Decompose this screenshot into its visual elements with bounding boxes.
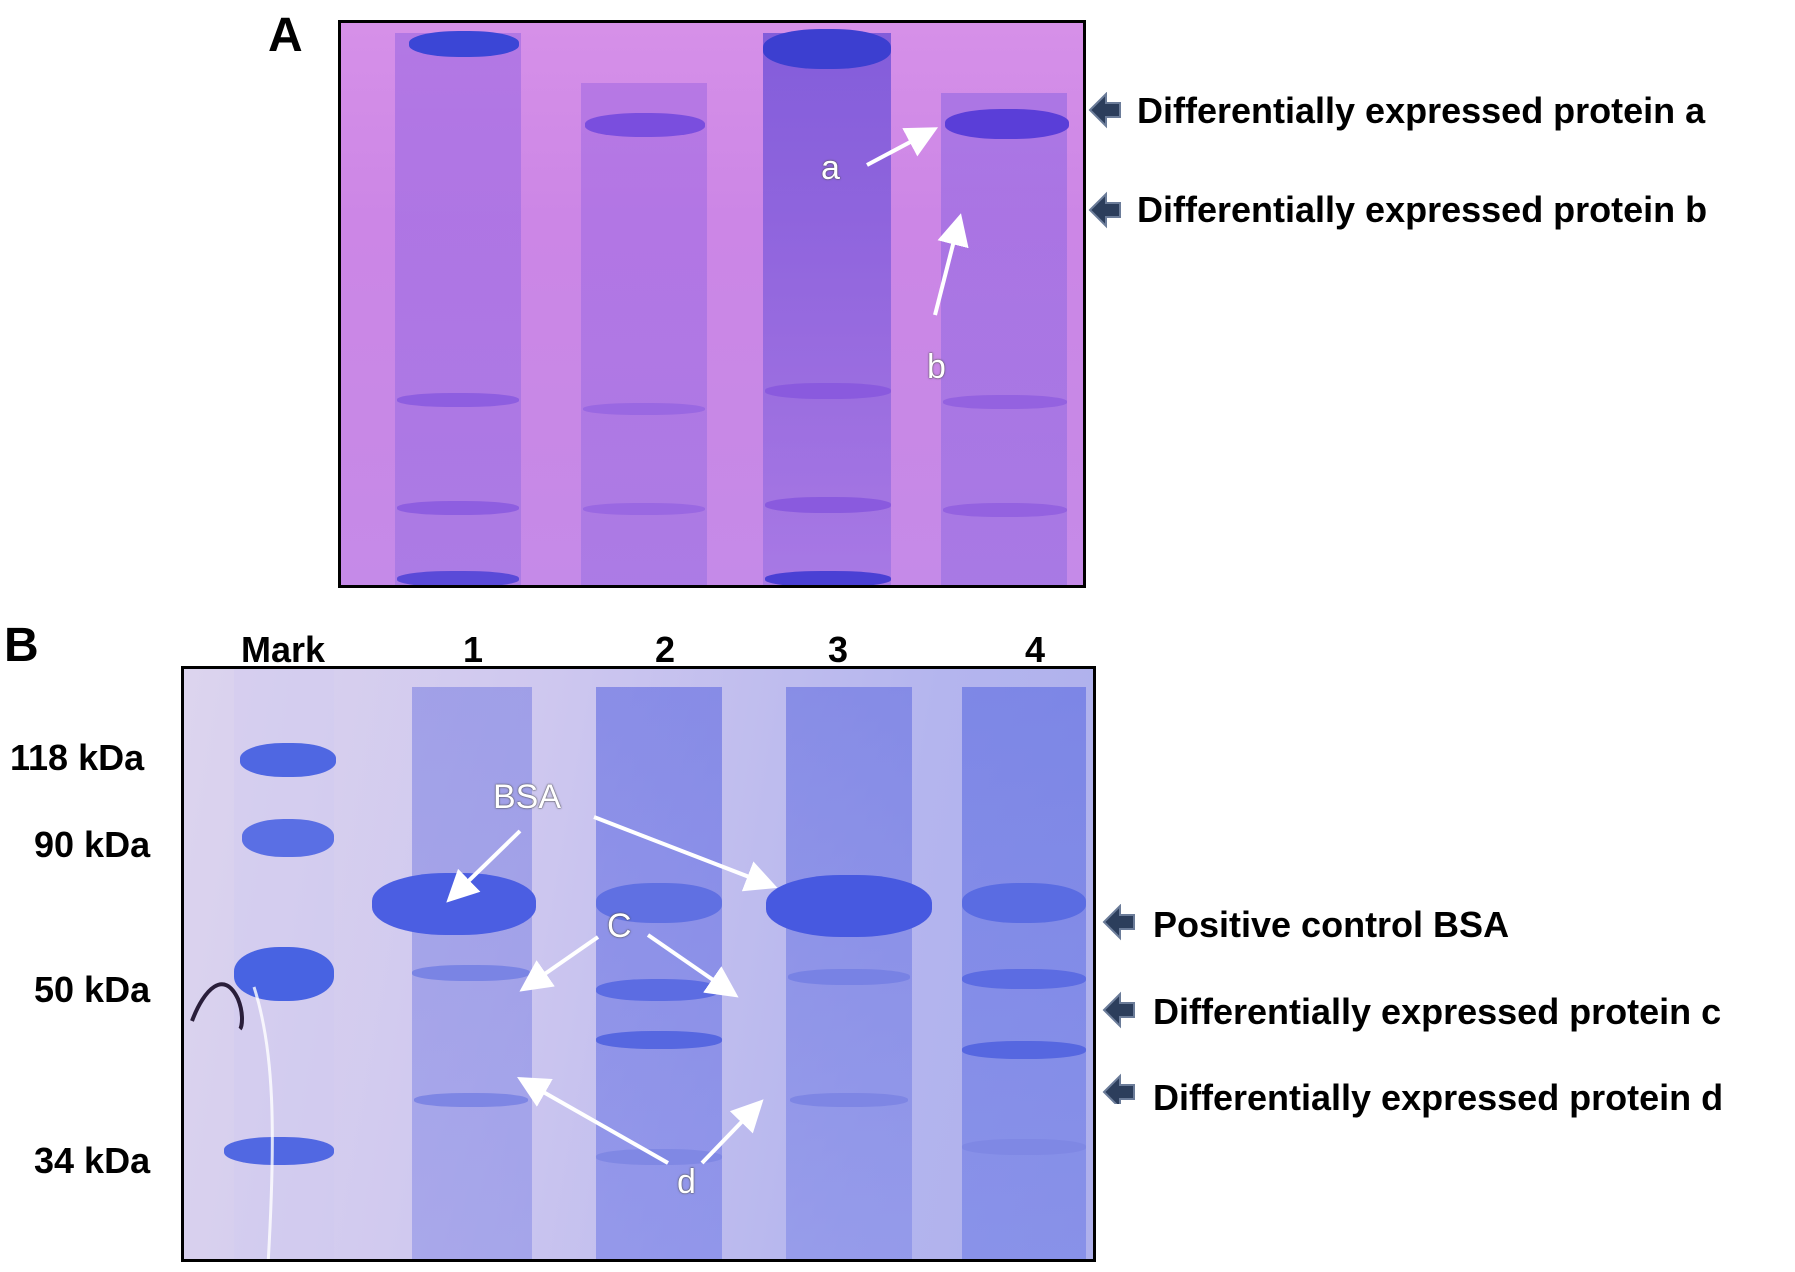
gel-a-label-a: a <box>821 149 840 187</box>
protein-d-band <box>414 1093 528 1107</box>
gel-a-band <box>943 503 1067 517</box>
gel-a-band <box>765 383 891 399</box>
side-label-protein-a: Differentially expressed protein a <box>1137 90 1706 131</box>
marker-band-34 <box>224 1137 334 1165</box>
white-arrow-icon <box>933 213 969 316</box>
dark-left-arrow-icon <box>1088 191 1121 229</box>
gel-a-band-protein-a <box>945 109 1069 139</box>
gel-a-band <box>583 503 705 515</box>
marker-band-118 <box>240 743 336 777</box>
marker-band-90 <box>242 819 334 857</box>
gel-a-arrows <box>866 127 969 316</box>
marker-label-50: 50 kDa <box>34 969 151 1010</box>
gel-image-a: a b <box>338 20 1086 588</box>
marker-label-118: 118 kDa <box>10 737 145 778</box>
side-label-positive-control-bsa: Positive control BSA <box>1153 904 1510 945</box>
gel-b-band <box>962 1139 1086 1155</box>
marker-label-34: 34 kDa <box>34 1140 151 1181</box>
white-arrow-icon <box>700 1099 764 1165</box>
dark-left-arrow-icon <box>1102 904 1135 941</box>
side-label-protein-c: Differentially expressed protein c <box>1153 991 1722 1032</box>
dark-left-arrow-icon <box>1088 92 1121 129</box>
lane-header-4: 4 <box>1025 629 1046 670</box>
dark-left-arrow-icon <box>1102 1073 1135 1104</box>
white-arrow-icon <box>517 1077 669 1165</box>
panel-a-letter: A <box>268 9 303 62</box>
gel-b-band <box>596 1031 722 1049</box>
gel-a-dye-front <box>397 571 519 585</box>
gel-b-label-bsa: BSA <box>493 778 562 816</box>
gel-b-stain-streak <box>252 986 274 1259</box>
gel-image-b: BSA C d <box>181 666 1096 1262</box>
gel-b-arrows <box>190 815 778 1259</box>
lane-header-3: 3 <box>828 629 849 670</box>
dark-left-arrow-icon <box>1102 991 1135 1029</box>
lane-header-2: 2 <box>655 629 676 670</box>
gel-b-band <box>412 965 530 981</box>
gel-b-label-c: C <box>607 907 632 945</box>
side-label-protein-b: Differentially expressed protein b <box>1137 189 1708 230</box>
gel-b-band <box>596 883 722 923</box>
white-arrow-icon <box>519 935 600 992</box>
gel-b-label-d: d <box>677 1163 696 1201</box>
lane-header-mark: Mark <box>241 629 326 670</box>
panel-b-side-arrows <box>1102 904 1135 1104</box>
gel-a-dye-front <box>765 571 891 585</box>
gel-a-lane-1 <box>395 33 521 585</box>
side-label-protein-d: Differentially expressed protein d <box>1153 1077 1724 1118</box>
marker-label-90: 90 kDa <box>34 824 151 865</box>
gel-a-well-band <box>409 31 519 57</box>
lane-header-1: 1 <box>463 629 484 670</box>
gel-b-band <box>962 1041 1086 1059</box>
gel-a-band <box>397 393 519 407</box>
gel-a-band <box>585 113 705 137</box>
bsa-band <box>766 875 932 937</box>
panel-a-side-arrows <box>1088 92 1121 229</box>
gel-a-well-band <box>763 29 891 69</box>
marker-band-50 <box>234 947 334 1001</box>
gel-b-stain-streak <box>190 982 244 1031</box>
gel-a-lane-3 <box>763 33 891 585</box>
gel-a-band <box>397 501 519 515</box>
gel-b-band <box>788 969 910 985</box>
gel-a-band <box>583 403 705 415</box>
gel-b-band <box>962 969 1086 989</box>
panel-b-letter: B <box>4 619 39 672</box>
gel-b-band <box>962 883 1086 923</box>
gel-b-band <box>596 979 720 1001</box>
gel-a-label-b: b <box>927 348 946 386</box>
gel-a-band <box>765 497 891 513</box>
white-arrow-icon <box>866 127 939 167</box>
gel-a-lane-2 <box>581 83 707 585</box>
gel-a-band <box>943 395 1067 409</box>
white-arrow-icon <box>446 829 522 903</box>
white-arrow-icon <box>646 933 739 998</box>
white-arrow-icon <box>593 815 778 892</box>
protein-d-band <box>790 1093 908 1107</box>
